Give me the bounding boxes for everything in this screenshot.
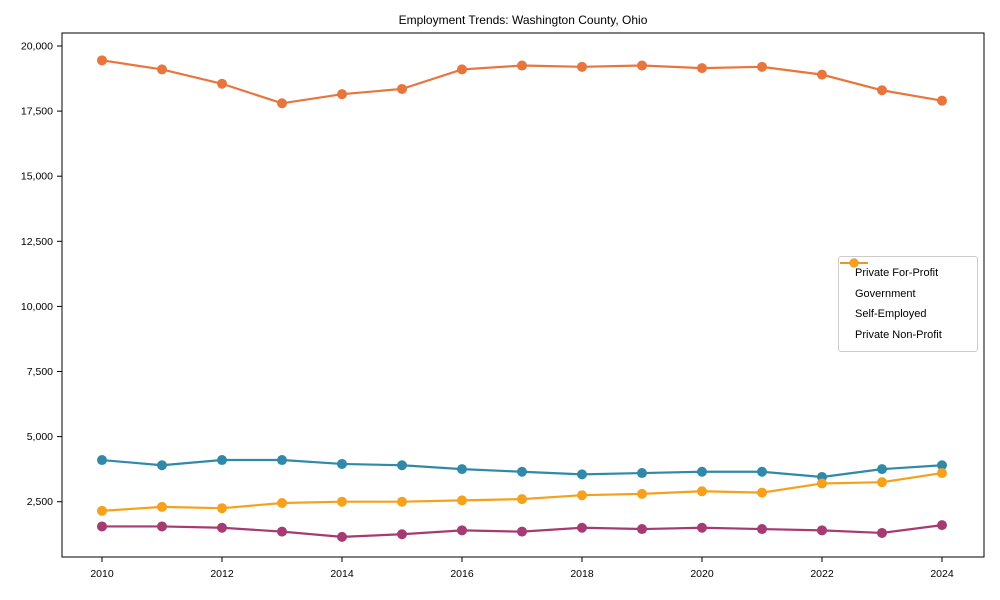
data-point-self-employed-2017 bbox=[517, 526, 527, 537]
series-line-private-non-profit bbox=[101, 471, 943, 512]
y-axis-tick-label: 17,500 bbox=[21, 106, 53, 118]
data-point-private-non-profit-2011 bbox=[157, 501, 167, 512]
data-point-private-non-profit-2015 bbox=[397, 496, 407, 507]
data-point-self-employed-2021 bbox=[757, 524, 767, 535]
data-point-self-employed-2010 bbox=[97, 521, 107, 532]
data-point-private-for-profit-2017 bbox=[517, 60, 527, 71]
data-point-private-non-profit-2010 bbox=[97, 505, 107, 516]
y-axis-tick-label: 2,500 bbox=[27, 496, 53, 508]
data-point-private-for-profit-2016 bbox=[457, 64, 467, 75]
data-point-private-for-profit-2022 bbox=[817, 69, 827, 80]
chart-title: Employment Trends: Washington County, Oh… bbox=[398, 13, 648, 27]
legend-label: Government bbox=[855, 287, 916, 300]
data-point-government-2023 bbox=[877, 464, 887, 475]
data-point-government-2020 bbox=[697, 466, 707, 477]
data-point-government-2011 bbox=[157, 460, 167, 471]
y-axis-tick-label: 15,000 bbox=[21, 171, 53, 183]
data-point-government-2017 bbox=[517, 466, 527, 477]
legend-item-private-non-profit: Private Non-Profit bbox=[840, 258, 969, 346]
x-axis-tick-label: 2014 bbox=[330, 568, 354, 580]
data-point-government-2015 bbox=[397, 460, 407, 471]
data-point-private-for-profit-2012 bbox=[217, 78, 227, 89]
legend-label: Private Non-Profit bbox=[855, 328, 942, 341]
data-point-self-employed-2019 bbox=[637, 524, 647, 535]
legend: Private For-Profit Government Self-Employe… bbox=[838, 256, 978, 352]
legend-label: Self-Employed bbox=[855, 308, 927, 321]
data-point-private-non-profit-2012 bbox=[217, 503, 227, 514]
data-point-private-non-profit-2021 bbox=[757, 487, 767, 498]
data-point-private-for-profit-2014 bbox=[337, 89, 347, 100]
data-point-private-non-profit-2016 bbox=[457, 495, 467, 506]
data-point-private-for-profit-2021 bbox=[757, 61, 767, 72]
y-axis-tick-label: 5,000 bbox=[27, 431, 53, 443]
data-point-self-employed-2022 bbox=[817, 525, 827, 536]
data-point-government-2018 bbox=[577, 469, 587, 480]
x-axis-tick-label: 2010 bbox=[90, 568, 114, 580]
data-point-private-for-profit-2018 bbox=[577, 61, 587, 72]
data-point-private-non-profit-2023 bbox=[877, 477, 887, 488]
x-axis-tick-label: 2012 bbox=[210, 568, 234, 580]
data-point-government-2012 bbox=[217, 455, 227, 466]
data-point-private-for-profit-2023 bbox=[877, 85, 887, 96]
y-axis-tick-label: 7,500 bbox=[27, 366, 53, 378]
data-point-government-2014 bbox=[337, 458, 347, 469]
data-point-government-2021 bbox=[757, 466, 767, 477]
x-axis-tick-label: 2024 bbox=[930, 568, 954, 580]
x-axis-tick-label: 2016 bbox=[450, 568, 474, 580]
data-point-self-employed-2023 bbox=[877, 527, 887, 538]
x-axis-tick-label: 2022 bbox=[810, 568, 834, 580]
data-point-government-2010 bbox=[97, 455, 107, 466]
legend-item-self-employed: Self-Employed bbox=[840, 258, 969, 325]
data-point-self-employed-2015 bbox=[397, 529, 407, 540]
legend-marker-private-non-profit bbox=[840, 258, 868, 268]
data-point-private-for-profit-2020 bbox=[697, 63, 707, 74]
data-point-self-employed-2018 bbox=[577, 522, 587, 533]
data-point-private-non-profit-2017 bbox=[517, 494, 527, 505]
legend-item-government: Government bbox=[840, 258, 969, 305]
y-axis-tick-label: 12,500 bbox=[21, 236, 53, 248]
data-point-self-employed-2024 bbox=[937, 520, 947, 531]
data-point-private-non-profit-2018 bbox=[577, 490, 587, 501]
data-point-self-employed-2011 bbox=[157, 521, 167, 532]
x-axis-tick-label: 2020 bbox=[690, 568, 714, 580]
data-point-private-non-profit-2024 bbox=[937, 468, 947, 479]
data-point-private-for-profit-2015 bbox=[397, 83, 407, 94]
data-point-self-employed-2016 bbox=[457, 525, 467, 536]
data-point-government-2016 bbox=[457, 464, 467, 475]
data-point-private-non-profit-2014 bbox=[337, 496, 347, 507]
data-point-government-2019 bbox=[637, 468, 647, 479]
x-axis-tick-label: 2018 bbox=[570, 568, 594, 580]
data-point-self-employed-2020 bbox=[697, 522, 707, 533]
data-point-private-for-profit-2019 bbox=[637, 60, 647, 71]
y-axis-tick-label: 10,000 bbox=[21, 301, 53, 313]
y-axis-tick-label: 20,000 bbox=[21, 41, 53, 53]
data-point-private-for-profit-2011 bbox=[157, 64, 167, 75]
data-point-private-for-profit-2013 bbox=[277, 98, 287, 109]
data-point-self-employed-2012 bbox=[217, 522, 227, 533]
legend-label: Private For-Profit bbox=[855, 267, 939, 280]
data-point-government-2013 bbox=[277, 455, 287, 466]
data-point-private-for-profit-2024 bbox=[937, 95, 947, 106]
data-point-government-2024 bbox=[937, 460, 947, 471]
data-point-private-non-profit-2013 bbox=[277, 498, 287, 509]
data-point-self-employed-2013 bbox=[277, 526, 287, 537]
data-point-private-for-profit-2010 bbox=[97, 55, 107, 66]
data-point-private-non-profit-2019 bbox=[637, 488, 647, 499]
data-point-private-non-profit-2020 bbox=[697, 486, 707, 497]
plot-area-border bbox=[61, 32, 985, 558]
data-point-private-non-profit-2022 bbox=[817, 478, 827, 489]
data-point-self-employed-2014 bbox=[337, 531, 347, 542]
